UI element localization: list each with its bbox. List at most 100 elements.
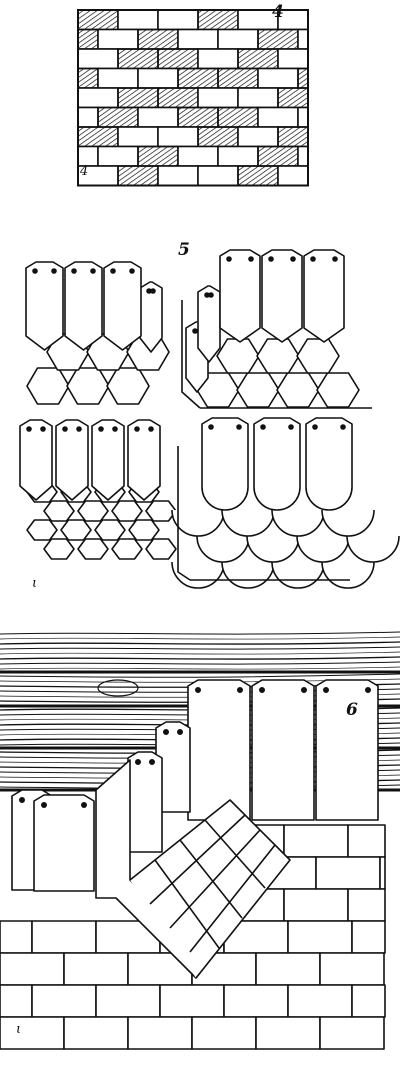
wood-grain	[0, 636, 400, 640]
nail-hole	[260, 424, 266, 430]
brick	[255, 1016, 321, 1050]
hex-tile	[296, 338, 340, 374]
brick	[351, 920, 386, 954]
nail-hole	[300, 686, 307, 693]
wood-grain	[0, 651, 400, 655]
nail-hole	[149, 758, 156, 765]
slate	[64, 261, 103, 351]
fish-scale	[221, 561, 275, 589]
brick	[255, 952, 321, 986]
nail-hole	[226, 256, 232, 262]
fish-scale	[246, 535, 300, 563]
slate	[33, 794, 95, 892]
nail-hole	[32, 268, 38, 274]
valley-joint	[204, 819, 266, 889]
round-slate	[305, 417, 353, 511]
nail-hole	[163, 728, 170, 735]
nail-hole	[148, 426, 154, 432]
hex-tile	[43, 500, 75, 522]
fish-scale	[171, 509, 225, 537]
nail-hole	[110, 268, 116, 274]
brick	[319, 952, 385, 986]
brick	[347, 888, 386, 922]
brick	[95, 984, 161, 1018]
nail-hole	[208, 292, 214, 298]
wood-knot	[97, 679, 139, 697]
brick	[31, 920, 97, 954]
nail-hole	[312, 424, 318, 430]
nail-hole	[40, 426, 46, 432]
figure-4-signature: 4	[80, 164, 89, 179]
wood-grain	[0, 641, 400, 645]
wood-grain	[0, 661, 400, 665]
brick	[283, 888, 349, 922]
side-slate	[139, 281, 163, 353]
brick	[347, 824, 386, 858]
brick	[379, 856, 386, 890]
nail-hole	[40, 801, 47, 808]
wall-outline	[77, 9, 309, 187]
nail-hole	[258, 686, 265, 693]
slate	[261, 249, 303, 343]
fish-scale	[171, 561, 225, 589]
slate-edge	[181, 300, 201, 409]
figure-6-number: 6	[346, 700, 358, 720]
brick	[63, 1016, 129, 1050]
nail-hole	[268, 256, 274, 262]
fish-scale	[346, 535, 400, 563]
wood-grain	[0, 673, 400, 678]
wood-grain	[0, 656, 400, 660]
nail-hole	[62, 426, 68, 432]
hex-tile	[94, 519, 126, 541]
slate	[219, 249, 261, 343]
slate	[91, 419, 125, 501]
nail-hole	[129, 268, 135, 274]
brick	[319, 1016, 385, 1050]
brick	[0, 920, 33, 954]
valley-joint	[179, 839, 243, 919]
brick	[0, 984, 33, 1018]
nail-hole	[340, 424, 346, 430]
hex-tile	[43, 538, 75, 560]
nail-hole	[290, 256, 296, 262]
hex-tile	[128, 519, 160, 541]
hex-tile	[111, 500, 143, 522]
slate	[55, 419, 89, 501]
slate	[315, 679, 379, 821]
hex-tile	[26, 519, 58, 541]
slate	[19, 419, 53, 501]
round-slate	[253, 417, 301, 511]
nail-hole	[135, 758, 142, 765]
slate	[303, 249, 345, 343]
wood-grain	[0, 646, 400, 650]
brick	[315, 856, 381, 890]
brick	[31, 984, 97, 1018]
brick	[351, 984, 386, 1018]
slate	[127, 419, 161, 501]
valley-slate	[127, 751, 163, 853]
wood-grain	[0, 631, 400, 635]
fish-scale	[196, 535, 250, 563]
nail-hole	[90, 268, 96, 274]
brick	[0, 952, 65, 986]
hex-tile	[77, 500, 109, 522]
brick	[287, 920, 353, 954]
slate	[251, 679, 315, 821]
valley-joint	[149, 814, 246, 905]
brick	[63, 952, 129, 986]
fish-scale	[221, 509, 275, 537]
nail-hole	[26, 426, 32, 432]
hex-tile	[77, 538, 109, 560]
figure-5-signature: ι	[32, 576, 38, 591]
slate	[25, 261, 64, 351]
nail-hole	[177, 728, 184, 735]
nail-hole	[248, 256, 254, 262]
figure-4-number: 4	[272, 2, 284, 22]
nail-hole	[81, 801, 88, 808]
nail-hole	[236, 424, 242, 430]
fish-scale	[321, 561, 375, 589]
slate	[187, 679, 251, 821]
